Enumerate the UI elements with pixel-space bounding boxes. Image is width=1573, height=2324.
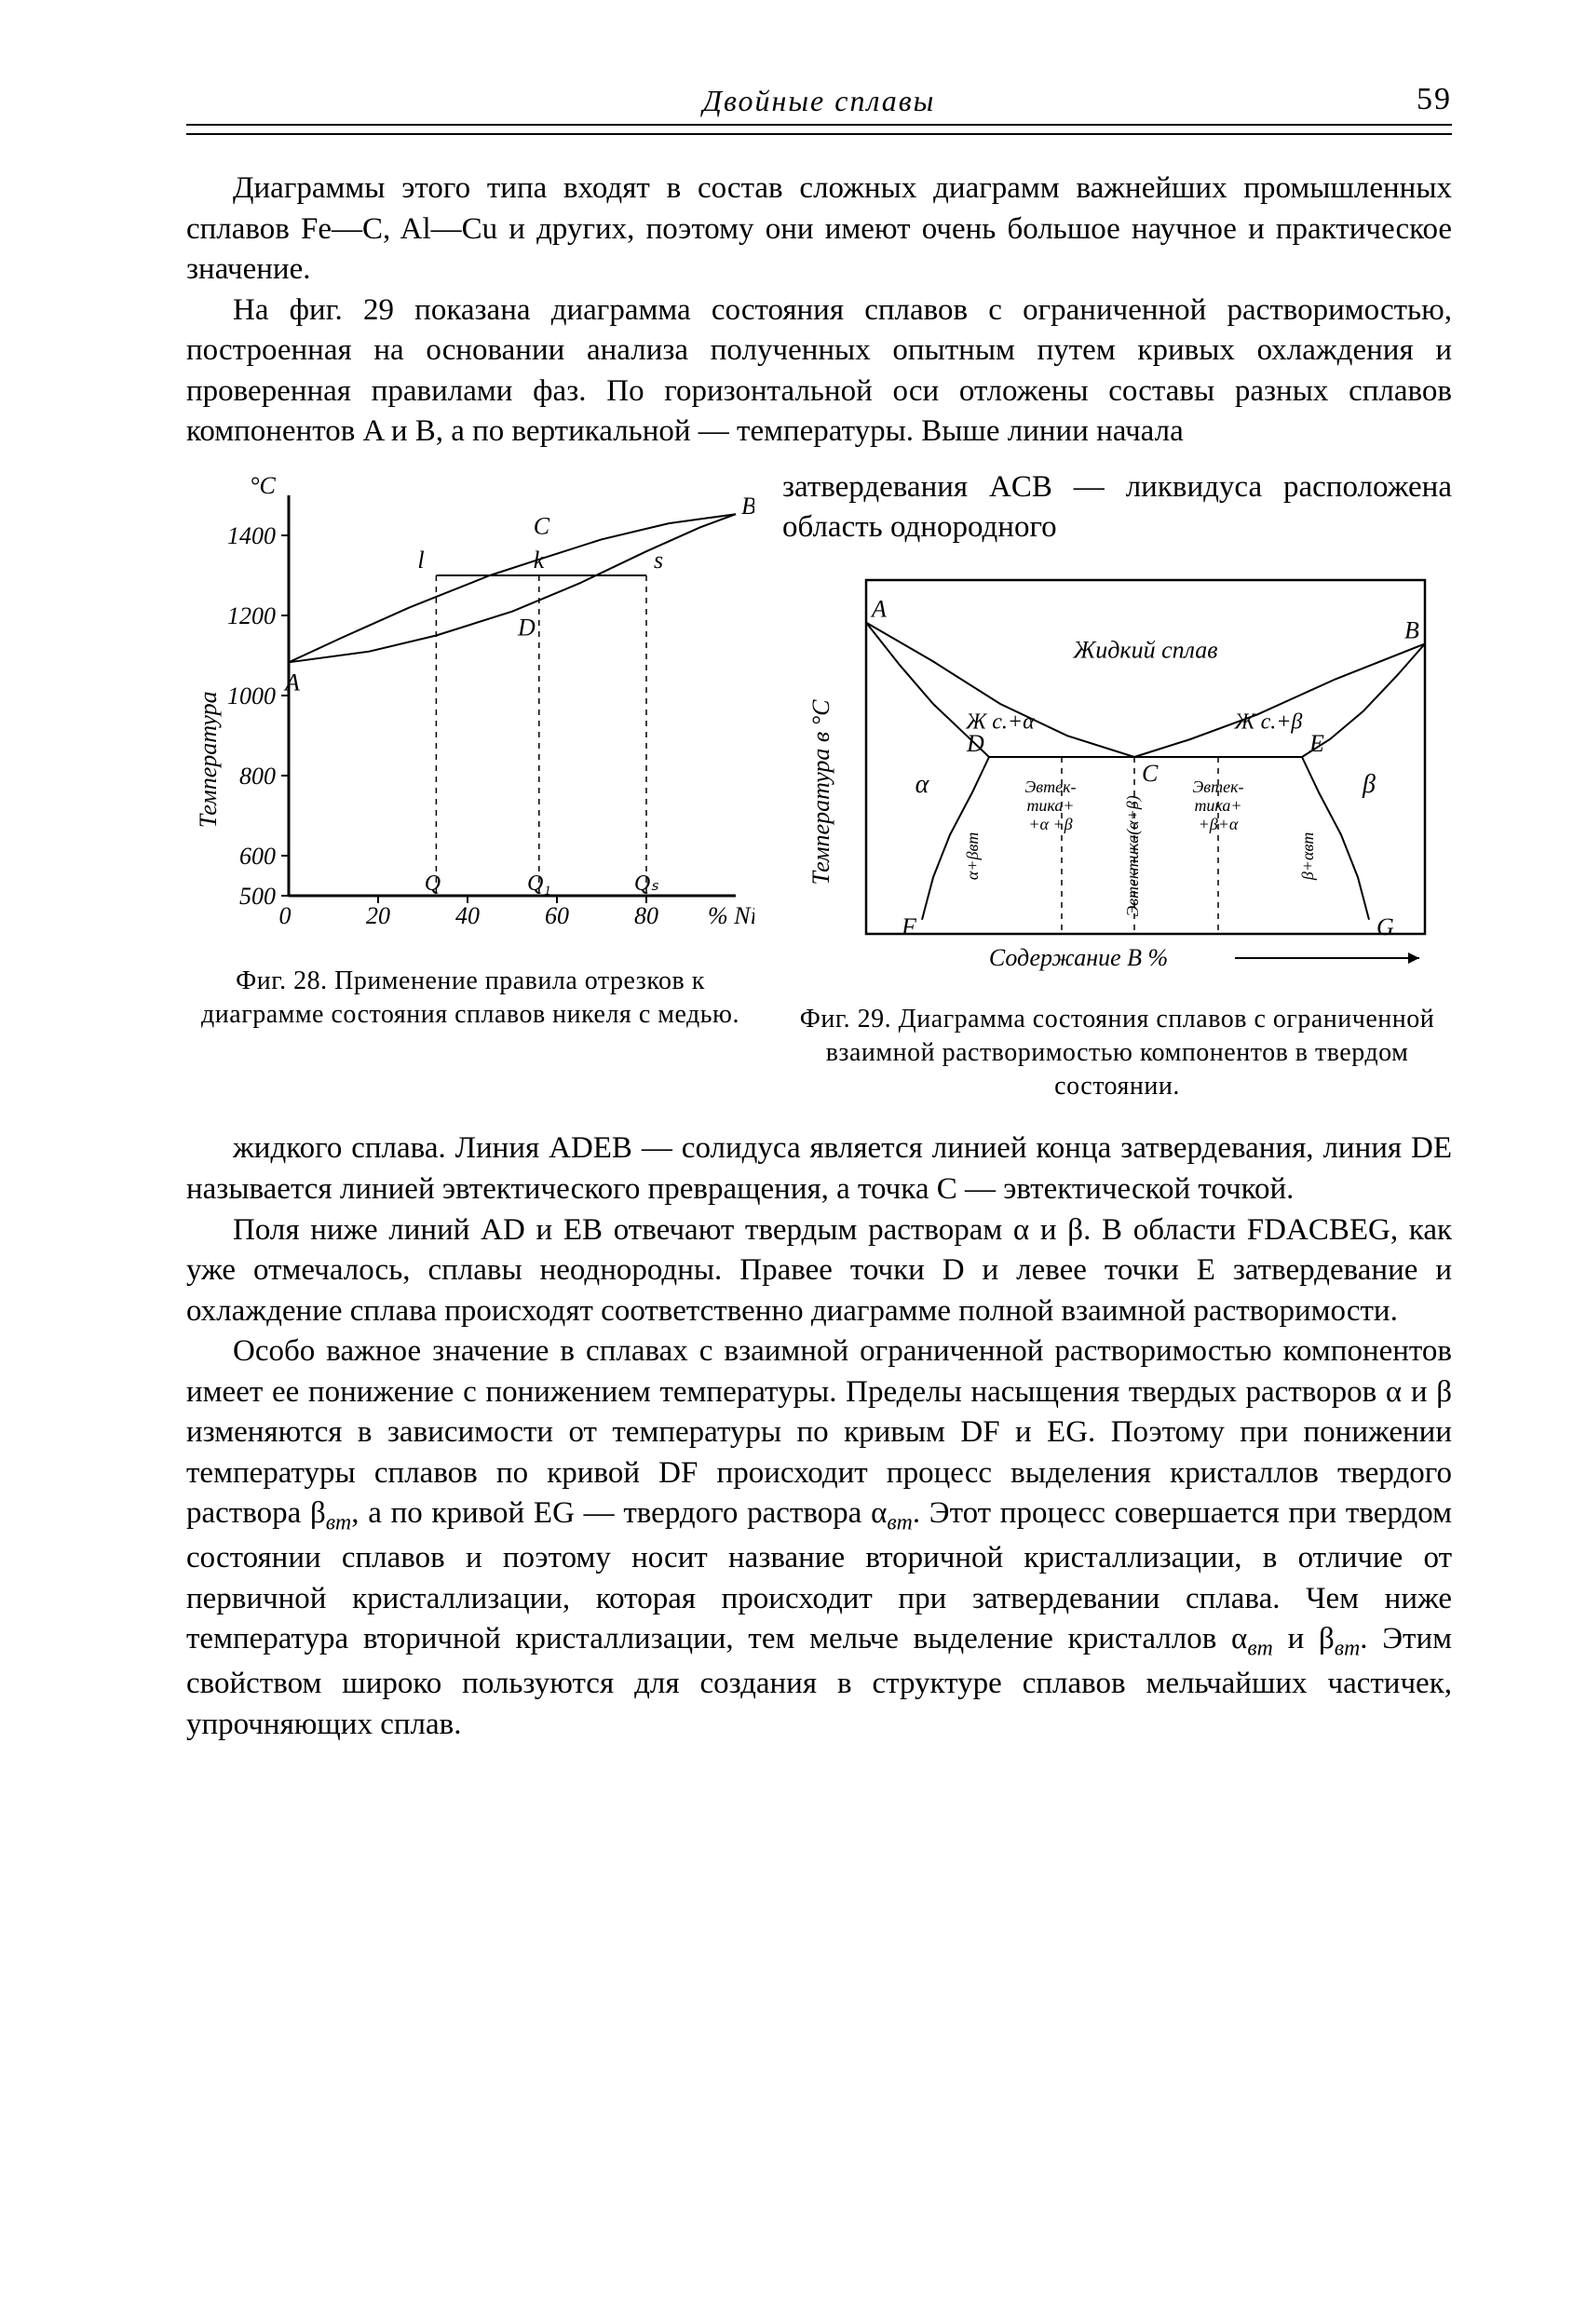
svg-text:Температура: Температура xyxy=(195,691,222,828)
svg-text:800: 800 xyxy=(239,763,276,790)
svg-text:Эвтек-: Эвтек- xyxy=(1024,777,1076,796)
svg-text:500: 500 xyxy=(239,883,276,910)
paragraph-4: Особо важное значение в сплавах с взаимн… xyxy=(186,1331,1452,1745)
svg-text:Qₛ: Qₛ xyxy=(634,872,659,896)
svg-text:Q₁: Q₁ xyxy=(527,872,551,896)
svg-text:тика+: тика+ xyxy=(1194,796,1241,815)
p4-sub4: вт xyxy=(1335,1637,1360,1661)
svg-text:D: D xyxy=(517,615,536,642)
svg-text:+β+α: +β+α xyxy=(1198,815,1238,833)
svg-text:1000: 1000 xyxy=(227,682,276,709)
svg-text:l: l xyxy=(417,547,424,574)
svg-text:A: A xyxy=(283,669,300,696)
svg-text:β+αвт: β+αвт xyxy=(1298,832,1317,881)
header-rule xyxy=(186,129,1452,135)
svg-text:Жидкий сплав: Жидкий сплав xyxy=(1072,637,1217,664)
svg-text:α: α xyxy=(915,770,929,799)
paragraph-3a: жидкого сплава. Линия ADEB — солидуса яв… xyxy=(186,1128,1452,1209)
figures-row: 500 600 800 1000 1200 1400 0 20 40 60 80 % Ni °C Темп… xyxy=(186,467,1452,1103)
svg-text:C: C xyxy=(534,512,550,539)
paragraph-2: На фиг. 29 показана диаграмма состояния … xyxy=(186,290,1452,453)
p4-sub2: вт xyxy=(887,1511,912,1535)
svg-text:Эвтектика(α+β): Эвтектика(α+β) xyxy=(1123,795,1143,916)
svg-text:Q: Q xyxy=(425,872,441,896)
svg-text:G: G xyxy=(1376,913,1394,940)
figure-29-chart: Температура в °CСодержание B %ABCDEFGЖид… xyxy=(792,561,1444,990)
svg-text:s: s xyxy=(654,547,663,574)
running-head: Двойные сплавы 59 xyxy=(186,84,1452,126)
figure-28-caption: Фиг. 28. Применение правила отрезков к д… xyxy=(186,965,754,1032)
svg-text:°C: °C xyxy=(250,472,276,499)
svg-text:B: B xyxy=(741,493,754,520)
paragraph-3b: Поля ниже линий AD и EB отвечают твердым… xyxy=(186,1210,1452,1332)
svg-text:40: 40 xyxy=(455,902,480,929)
page-number: 59 xyxy=(1417,82,1452,117)
svg-text:0: 0 xyxy=(279,902,292,929)
svg-text:1200: 1200 xyxy=(227,602,276,629)
p4-sub3: вт xyxy=(1247,1637,1272,1661)
svg-text:60: 60 xyxy=(545,902,569,929)
figure-28-chart: 500 600 800 1000 1200 1400 0 20 40 60 80 % Ni °C Темп… xyxy=(186,467,754,952)
running-head-text: Двойные сплавы xyxy=(703,84,936,117)
svg-text:C: C xyxy=(1142,760,1159,787)
svg-text:Ж с.+α: Ж с.+α xyxy=(965,710,1035,735)
p4-2: , а по кривой EG — твердого раствора α xyxy=(351,1496,887,1530)
svg-text:% Ni: % Ni xyxy=(708,902,754,929)
svg-text:80: 80 xyxy=(634,902,658,929)
svg-text:E: E xyxy=(1309,730,1324,757)
svg-text:тика+: тика+ xyxy=(1026,796,1074,815)
svg-text:1400: 1400 xyxy=(227,522,276,549)
side-paragraph: затвердевания ACB — ликвидуса расположен… xyxy=(782,467,1452,548)
svg-text:α+βвт: α+βвт xyxy=(963,832,982,880)
svg-text:k: k xyxy=(534,547,545,574)
svg-text:F: F xyxy=(901,913,917,940)
svg-text:+α +β: +α +β xyxy=(1028,815,1072,833)
figure-29-caption: Фиг. 29. Диаграмма состояния сплавов с о… xyxy=(782,1003,1452,1102)
paragraph-1: Диаграммы этого типа входят в состав сло… xyxy=(186,169,1452,290)
svg-text:600: 600 xyxy=(239,843,276,870)
svg-text:Температура в °C: Температура в °C xyxy=(807,699,834,885)
p4-4: и β xyxy=(1273,1622,1335,1655)
svg-text:Содержание B %: Содержание B % xyxy=(988,944,1167,971)
svg-text:20: 20 xyxy=(366,902,390,929)
svg-text:β: β xyxy=(1362,770,1376,799)
p4-sub1: вт xyxy=(326,1511,351,1535)
svg-text:Эвтек-: Эвтек- xyxy=(1192,777,1243,796)
svg-text:B: B xyxy=(1404,616,1419,643)
svg-text:A: A xyxy=(870,596,887,623)
svg-text:Ж с.+β: Ж с.+β xyxy=(1233,710,1302,735)
